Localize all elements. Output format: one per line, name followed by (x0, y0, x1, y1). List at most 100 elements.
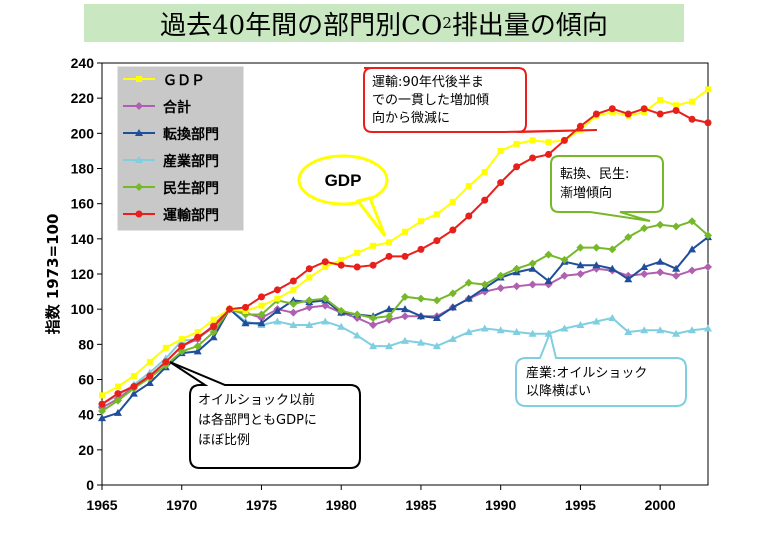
total-point (321, 301, 330, 310)
y-tick-label: 20 (78, 442, 94, 458)
legend-transport-point (135, 210, 143, 218)
residential-point (321, 294, 330, 303)
gdp-point (290, 286, 297, 293)
residential-point (624, 233, 633, 242)
gdp-point (497, 147, 504, 154)
annotation-gdp-text: GDP (325, 171, 362, 190)
industry-point (416, 338, 425, 346)
x-tick-label: 1980 (326, 497, 357, 513)
residential-point (704, 231, 712, 240)
transport-point (369, 261, 377, 269)
series-layer (98, 86, 712, 422)
total-point (496, 284, 505, 293)
legend-item-gdp: ＧＤＰ (123, 73, 205, 89)
residential-point (672, 222, 681, 231)
gdp-point (513, 140, 520, 147)
conversion-point (129, 389, 138, 397)
transport-point (449, 226, 457, 234)
transport-point (321, 258, 329, 266)
industry-point (512, 328, 521, 336)
residential-point (193, 342, 202, 351)
industry-point (432, 342, 441, 350)
legend-residential-point (135, 183, 143, 191)
legend-item-total: 合計 (123, 99, 191, 116)
annotation-residential-line-1: 転換、民生: (560, 167, 629, 182)
total-point (560, 271, 569, 280)
conversion-point (273, 306, 282, 314)
gdp-point (673, 102, 680, 109)
annotation-residential: 転換、民生: 漸増傾向 (550, 155, 664, 222)
y-tick-label: 120 (71, 266, 95, 282)
y-axis-label: 指数 1973=100 (44, 214, 62, 335)
gdp-point (449, 198, 456, 205)
industry-point (305, 320, 314, 328)
total-point (656, 268, 665, 277)
conversion-point (193, 347, 202, 355)
conversion-point (624, 275, 633, 283)
conversion-point (528, 264, 537, 272)
residential-point (448, 289, 457, 298)
conversion-point (209, 333, 218, 341)
conversion-point (401, 305, 409, 313)
transport-point (130, 383, 138, 391)
gdp-point (402, 228, 408, 235)
industry-point (496, 326, 505, 334)
industry-point (688, 326, 697, 334)
conversion-point (592, 261, 601, 269)
transport-point (257, 293, 265, 301)
x-tick-label: 1990 (485, 497, 516, 513)
conversion-point (145, 379, 154, 387)
residential-point (480, 280, 489, 289)
gdp-point (657, 96, 664, 103)
residential-point (401, 292, 409, 301)
transport-point (385, 252, 393, 260)
legend-label: 産業部門 (163, 153, 219, 170)
legend-label: 運輸部門 (163, 207, 219, 224)
transport-point (146, 372, 154, 380)
y-tick-label: 240 (71, 55, 95, 71)
annotation-oil-shock: オイルショック以前 は各部門ともGDPに ほぼ比例 (169, 361, 361, 469)
gdp-point (114, 383, 121, 390)
gdp-point (322, 263, 329, 270)
x-tick-label: 1970 (166, 497, 197, 513)
legend-total-point (135, 102, 143, 110)
total-point (369, 320, 378, 329)
residential-point (464, 278, 473, 287)
transport-point (656, 110, 664, 118)
conversion-point (113, 408, 122, 416)
residential-point (113, 396, 122, 405)
industry-point (289, 320, 298, 328)
legend-item-transport: 運輸部門 (123, 207, 219, 224)
total-point (528, 280, 537, 289)
residential-point (416, 294, 425, 303)
gdp-point (354, 249, 361, 256)
transport-point (672, 106, 680, 114)
transport-point (98, 400, 106, 408)
residential-point (656, 220, 665, 229)
total-point (672, 271, 681, 280)
transport-point (433, 237, 441, 245)
x-tick-label: 1995 (565, 497, 596, 513)
transport-point (337, 261, 345, 269)
y-tick-label: 180 (71, 161, 95, 177)
industry-point (337, 322, 346, 330)
transport-point (688, 115, 696, 123)
residential-point (369, 313, 378, 322)
y-tick-label: 200 (71, 125, 95, 141)
total-point (289, 308, 298, 317)
residential-point (98, 407, 106, 416)
legend-label: ＧＤＰ (163, 73, 205, 89)
residential-point (305, 296, 314, 305)
y-tick-label: 0 (86, 477, 94, 493)
residential-point (496, 271, 505, 280)
gdp-point (529, 137, 536, 144)
y-tick-label: 160 (71, 196, 95, 212)
transport-point (576, 122, 584, 130)
industry-point (448, 335, 457, 343)
title-banner: 過去40年間の部門別CO 2 排出量の傾向 (84, 4, 684, 42)
conversion-point (98, 414, 106, 422)
gdp-point (705, 86, 711, 93)
residential-point (688, 217, 697, 226)
industry-point (528, 329, 537, 337)
